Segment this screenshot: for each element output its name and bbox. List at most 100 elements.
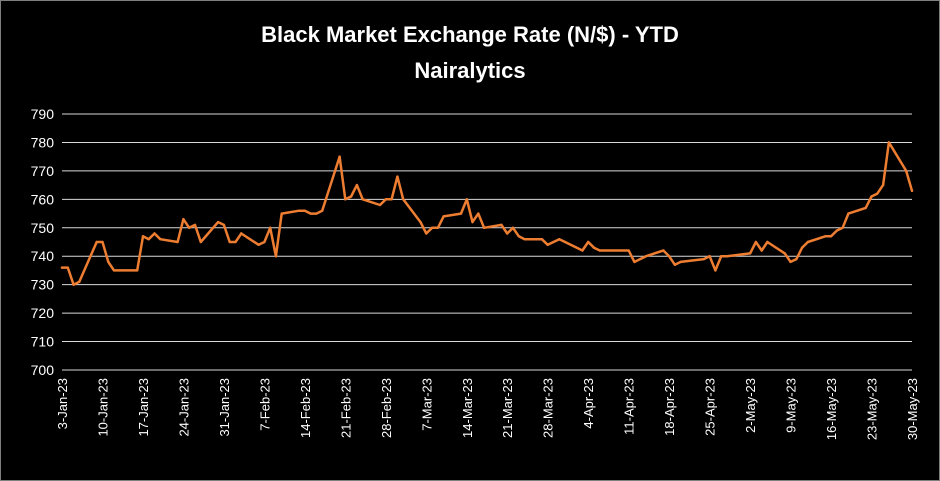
- data-point: [257, 243, 260, 247]
- data-point: [719, 255, 723, 258]
- data-point: [378, 203, 382, 207]
- data-point: [644, 255, 648, 258]
- x-tick-label: 28-Feb-23: [379, 378, 394, 438]
- data-point: [870, 195, 873, 198]
- data-point: [159, 237, 162, 241]
- data-point: [662, 249, 665, 252]
- data-point: [800, 246, 804, 249]
- x-tick-label: 31-Jan-23: [217, 378, 232, 437]
- data-point: [598, 249, 601, 252]
- data-point: [864, 206, 867, 210]
- y-tick-label: 710: [31, 334, 55, 350]
- data-point: [477, 212, 480, 215]
- data-point: [511, 226, 515, 229]
- data-point: [835, 229, 839, 232]
- chart-subtitle: Nairalytics: [414, 58, 526, 83]
- data-point: [280, 212, 283, 215]
- data-point: [673, 263, 677, 266]
- data-point: [639, 257, 642, 261]
- x-tick-label: 18-Apr-23: [662, 378, 677, 436]
- x-tick-label: 17-Jan-23: [136, 378, 151, 437]
- x-tick-label: 14-Mar-23: [460, 378, 475, 438]
- x-tick-label: 23-May-23: [865, 378, 880, 440]
- y-tick-label: 700: [31, 362, 55, 378]
- x-tick-label: 16-May-23: [824, 378, 839, 440]
- data-point: [592, 246, 596, 249]
- data-point: [708, 255, 711, 258]
- data-point: [517, 235, 521, 238]
- chart-title: Black Market Exchange Rate (N/$) - YTD: [261, 22, 679, 47]
- data-point: [552, 240, 555, 244]
- x-tick-label: 14-Feb-23: [298, 378, 313, 438]
- data-point: [118, 269, 122, 272]
- data-point: [344, 198, 347, 201]
- data-point: [153, 232, 156, 235]
- data-point: [263, 240, 266, 244]
- data-point: [390, 198, 393, 201]
- data-point: [546, 243, 549, 247]
- data-point: [72, 283, 75, 286]
- data-point: [482, 226, 486, 229]
- data-point: [633, 260, 636, 264]
- data-point: [795, 257, 798, 261]
- data-point: [806, 240, 810, 244]
- data-point: [523, 237, 526, 241]
- data-point: [274, 255, 278, 258]
- data-point: [905, 169, 908, 173]
- x-tick-label: 9-May-23: [784, 378, 799, 433]
- data-point: [193, 223, 197, 227]
- data-point: [315, 212, 318, 215]
- data-point: [748, 252, 752, 255]
- data-point: [841, 226, 844, 229]
- x-tick-label: 4-Apr-23: [581, 378, 596, 429]
- x-tick-label: 11-Apr-23: [622, 378, 637, 435]
- data-point: [702, 257, 706, 261]
- data-point: [847, 212, 850, 215]
- data-point: [349, 195, 353, 198]
- data-point: [240, 232, 243, 235]
- x-tick-label: 25-Apr-23: [703, 378, 718, 436]
- data-point: [627, 249, 630, 252]
- series-line: [60, 141, 914, 286]
- x-tick-label: 7-Feb-23: [257, 378, 272, 431]
- y-tick-label: 760: [31, 191, 55, 207]
- data-point: [887, 141, 891, 144]
- data-point: [216, 220, 220, 224]
- x-tick-label: 2-May-23: [743, 378, 758, 433]
- x-tick-label: 7-Mar-23: [419, 378, 434, 431]
- x-tick-label: 24-Jan-23: [176, 378, 191, 437]
- data-point: [760, 249, 763, 252]
- data-point: [66, 266, 69, 269]
- data-point: [436, 226, 440, 229]
- data-point: [401, 198, 405, 201]
- data-point: [60, 266, 64, 269]
- y-tick-label: 770: [31, 163, 55, 179]
- y-tick-label: 730: [31, 277, 55, 293]
- data-point: [297, 209, 301, 212]
- x-tick-label: 10-Jan-23: [95, 378, 110, 437]
- data-point: [459, 212, 463, 215]
- x-tick-label: 28-Mar-23: [541, 378, 556, 438]
- data-point: [101, 240, 104, 244]
- data-point: [112, 269, 116, 272]
- y-tick-label: 780: [31, 134, 55, 150]
- data-point: [910, 189, 914, 192]
- data-point: [95, 240, 98, 244]
- data-point: [789, 260, 792, 264]
- y-tick-label: 750: [31, 220, 55, 236]
- data-point: [586, 240, 590, 244]
- x-tick-label: 21-Mar-23: [500, 378, 515, 438]
- data-point: [234, 240, 237, 244]
- data-point: [182, 218, 185, 221]
- data-point: [268, 226, 272, 229]
- y-tick-label: 790: [31, 106, 55, 122]
- data-point: [321, 209, 324, 212]
- data-point: [338, 155, 341, 158]
- x-tick-label: 3-Jan-23: [55, 378, 70, 429]
- data-point: [881, 183, 885, 187]
- data-point: [199, 240, 202, 244]
- data-point: [309, 212, 312, 215]
- data-point: [396, 175, 399, 178]
- data-point: [355, 183, 359, 187]
